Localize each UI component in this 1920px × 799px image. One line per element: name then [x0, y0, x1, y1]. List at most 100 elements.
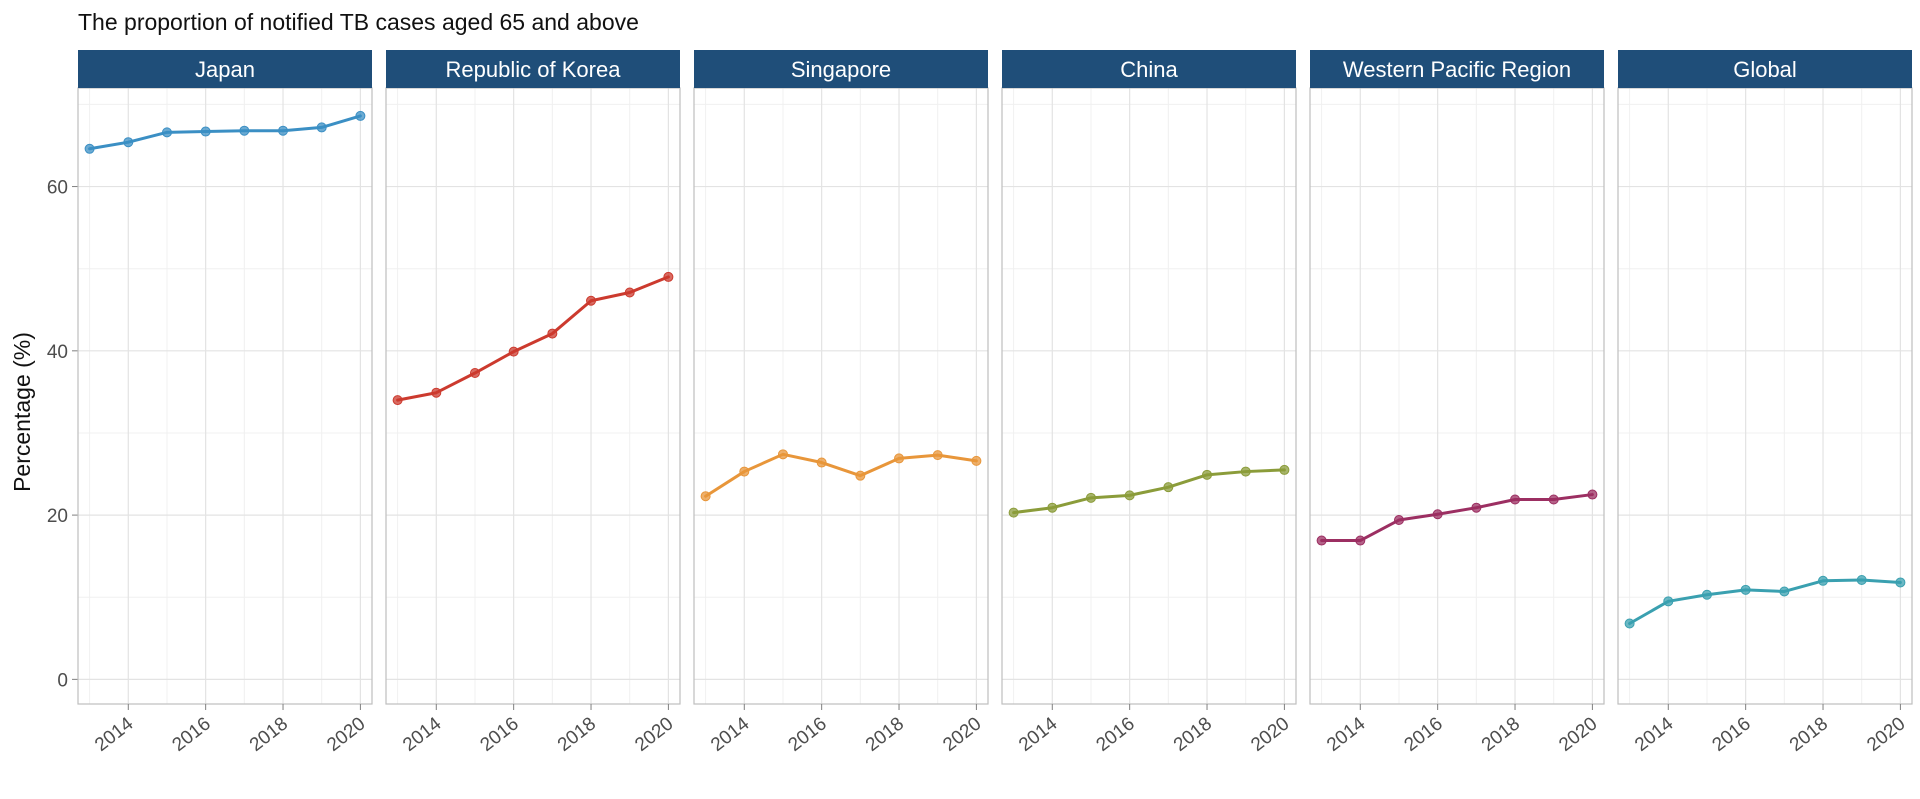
data-point: [932, 450, 943, 461]
data-point: [663, 271, 674, 282]
facet-strip: [694, 50, 988, 88]
x-tick-label: 2014: [91, 713, 138, 756]
facet-strip: [1002, 50, 1296, 88]
x-tick-label: 2014: [707, 713, 754, 756]
facet-strip: [78, 50, 372, 88]
facet-panel-0: Japan 2014 2016 2018 2020: [77, 50, 373, 756]
data-point: [1163, 482, 1174, 493]
data-point: [1432, 509, 1443, 520]
x-tick-label: 2014: [399, 713, 446, 756]
data-point: [1740, 584, 1751, 595]
x-tick-label: 2014: [1323, 713, 1370, 756]
data-point: [355, 110, 366, 121]
facet-strip-label: China: [1120, 57, 1178, 82]
data-point: [200, 126, 211, 137]
x-tick-label: 2016: [1400, 713, 1446, 756]
x-tick-label: 2020: [939, 713, 985, 756]
facet-strip-label: Singapore: [791, 57, 891, 82]
x-tick-label: 2014: [1631, 713, 1678, 756]
x-tick-label: 2020: [1247, 713, 1293, 756]
data-point: [1355, 535, 1366, 546]
x-tick-label: 2016: [1092, 713, 1138, 756]
panel-background: [386, 88, 680, 704]
facet-strip-label: Republic of Korea: [446, 57, 622, 82]
series-line: [1012, 468, 1286, 515]
y-axis-title: Percentage (%): [9, 332, 35, 492]
series-line: [88, 114, 362, 151]
data-point: [971, 455, 982, 466]
x-tick-label: 2016: [168, 713, 214, 756]
data-point: [1047, 502, 1058, 513]
y-tick-label: 0: [57, 670, 68, 691]
facet-panel-1: Republic of Korea 2014 2016 2018 2020: [385, 50, 681, 756]
data-point: [624, 287, 635, 298]
data-point: [1008, 507, 1019, 518]
data-point: [777, 449, 788, 460]
data-point: [1510, 494, 1521, 505]
data-point: [392, 395, 403, 406]
series-line: [1320, 493, 1594, 543]
x-tick-label: 2018: [1478, 713, 1524, 756]
data-point: [239, 125, 250, 136]
x-tick-label: 2018: [1786, 713, 1832, 756]
data-point: [1085, 492, 1096, 503]
data-point: [1624, 618, 1635, 629]
facet-strip: [386, 50, 680, 88]
data-point: [700, 491, 711, 502]
data-point: [1124, 490, 1135, 501]
data-point: [1548, 494, 1559, 505]
facet-strip-label: Western Pacific Region: [1343, 57, 1571, 82]
data-point: [508, 346, 519, 357]
data-point: [816, 457, 827, 468]
data-point: [1701, 589, 1712, 600]
series-line: [396, 275, 670, 402]
data-point: [1779, 586, 1790, 597]
facet-panel-5: Global 2014 2016 2018 2020: [1617, 50, 1913, 756]
data-point: [431, 387, 442, 398]
panel-background: [1002, 88, 1296, 704]
data-point: [161, 127, 172, 138]
series-line: [1628, 578, 1902, 626]
data-point: [1818, 575, 1829, 586]
data-point: [316, 122, 327, 133]
data-point: [469, 368, 480, 379]
y-tick-label: 60: [47, 178, 68, 199]
x-tick-label: 2020: [1863, 713, 1909, 756]
data-point: [278, 125, 289, 136]
data-point: [1471, 502, 1482, 513]
chart-title: The proportion of notified TB cases aged…: [78, 9, 639, 35]
data-point: [547, 328, 558, 339]
panel-background: [78, 88, 372, 704]
data-point: [1587, 489, 1598, 500]
data-point: [1279, 464, 1290, 475]
x-tick-label: 2020: [631, 713, 677, 756]
facet-strip-label: Japan: [195, 57, 255, 82]
data-point: [1895, 577, 1906, 588]
data-point: [855, 470, 866, 481]
y-tick-label: 20: [47, 506, 68, 527]
x-tick-label: 2018: [862, 713, 908, 756]
facet-panel-3: China 2014 2016 2018 2020: [1001, 50, 1297, 756]
panel-background: [694, 88, 988, 704]
facet-panel-4: Western Pacific Region 2014 2016 2018 2020: [1309, 50, 1605, 756]
data-point: [739, 466, 750, 477]
panel-background: [1618, 88, 1912, 704]
facet-strip: [1310, 50, 1604, 88]
x-tick-label: 2014: [1015, 713, 1062, 756]
facet-strip-label: Global: [1733, 57, 1797, 82]
x-tick-label: 2016: [784, 713, 830, 756]
panel-background: [1310, 88, 1604, 704]
data-point: [1202, 469, 1213, 480]
data-point: [1856, 574, 1867, 585]
y-axis-ticks: 0 20 40 60: [47, 178, 78, 691]
data-point: [1316, 535, 1327, 546]
x-tick-label: 2016: [1708, 713, 1754, 756]
x-tick-label: 2018: [246, 713, 292, 756]
data-point: [894, 453, 905, 464]
data-point: [1663, 596, 1674, 607]
data-point: [586, 295, 597, 306]
x-tick-label: 2016: [476, 713, 522, 756]
data-point: [1393, 515, 1404, 526]
x-tick-label: 2018: [554, 713, 600, 756]
